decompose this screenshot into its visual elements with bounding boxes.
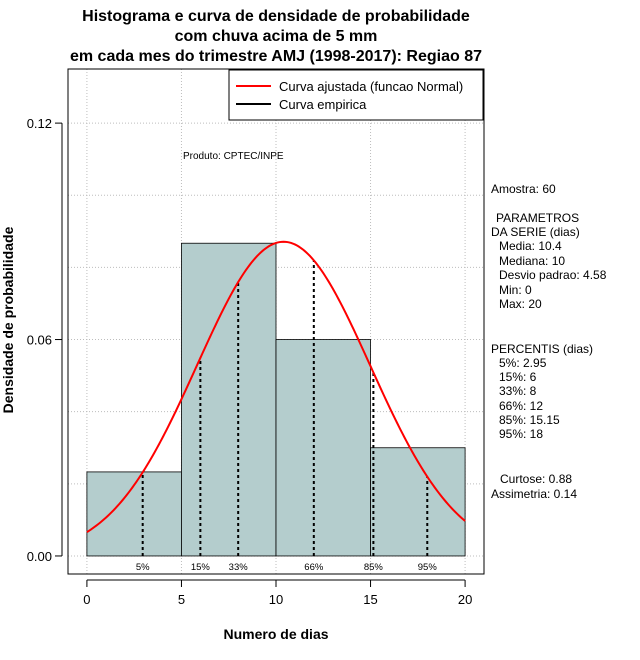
stats-percentil: 15%: 6 — [499, 370, 537, 384]
histogram-bar-1 — [181, 242, 277, 557]
percentile-label: 85% — [364, 562, 384, 573]
stats-percentil: 85%: 15.15 — [499, 413, 560, 427]
normal-curve — [86, 240, 466, 533]
histogram-bar-3 — [370, 447, 466, 557]
percentile-labels: 5% 15% 33% 66% 85% 95% — [136, 562, 438, 573]
credit-text: Produto: CPTEC/INPE — [183, 151, 284, 162]
chart-title-line-2: com chuva acima de 5 mm — [175, 28, 378, 45]
legend-label-normal: Curva ajustada (funcao Normal) — [279, 79, 463, 94]
legend: Curva ajustada (funcao Normal) Curva emp… — [228, 69, 484, 121]
histogram-bar-2 — [275, 339, 371, 557]
stats-percentil: 33%: 8 — [499, 384, 537, 398]
x-tick-label: 20 — [458, 592, 472, 607]
stats-parametro: Media: 10.4 — [499, 239, 562, 253]
x-axis-title: Numero de dias — [223, 626, 328, 642]
y-tick-label: 0.06 — [27, 333, 52, 348]
chart-title-line-1: Histograma e curva de densidade de proba… — [82, 8, 470, 25]
stats-parametro: Mediana: 10 — [499, 254, 565, 268]
y-tick-label: 0.12 — [27, 116, 52, 131]
stats-percentil: 5%: 2.95 — [499, 356, 547, 370]
stats-amostra: Amostra: 60 — [491, 182, 556, 196]
y-tick-label: 0.00 — [27, 549, 52, 564]
stats-parametro: Desvio padrao: 4.58 — [499, 268, 607, 282]
stats-percentil: 66%: 12 — [499, 399, 543, 413]
percentile-label: 66% — [304, 562, 324, 573]
stats-parametro: Max: 20 — [499, 297, 542, 311]
legend-box — [228, 69, 484, 121]
chart-title-line-3: em cada mes do trimestre AMJ (1998-2017)… — [70, 48, 482, 65]
stats-parametros-title-1: PARAMETROS — [496, 211, 579, 225]
stats-percentil: 95%: 18 — [499, 427, 543, 441]
x-axis: 0 5 10 15 20 — [83, 579, 472, 607]
stats-curtose: Curtose: 0.88 — [500, 472, 572, 486]
stats-parametro: Min: 0 — [499, 283, 532, 297]
percentile-label: 33% — [229, 562, 249, 573]
percentile-lines — [141, 260, 429, 556]
x-tick-label: 15 — [363, 592, 377, 607]
percentile-label: 95% — [418, 562, 438, 573]
percentile-label: 5% — [136, 562, 150, 573]
y-axis-title: Densidade de probabilidade — [0, 226, 16, 413]
stats-percentis-title: PERCENTIS (dias) — [491, 342, 593, 356]
y-axis: 0.00 0.06 0.12 — [27, 116, 63, 564]
percentile-label: 15% — [191, 562, 211, 573]
stats-parametros-title-2: DA SERIE (dias) — [491, 225, 580, 239]
legend-label-empirical: Curva empirica — [279, 97, 367, 112]
x-tick-label: 5 — [178, 592, 185, 607]
x-tick-label: 0 — [83, 592, 90, 607]
x-tick-label: 10 — [269, 592, 283, 607]
histogram-bar-0 — [86, 471, 182, 557]
plot-frame — [67, 68, 485, 575]
stats-assimetria: Assimetria: 0.14 — [491, 487, 577, 501]
stats-panel: Amostra: 60 PARAMETROS DA SERIE (dias) M… — [491, 182, 607, 501]
histogram-bars — [86, 242, 466, 557]
